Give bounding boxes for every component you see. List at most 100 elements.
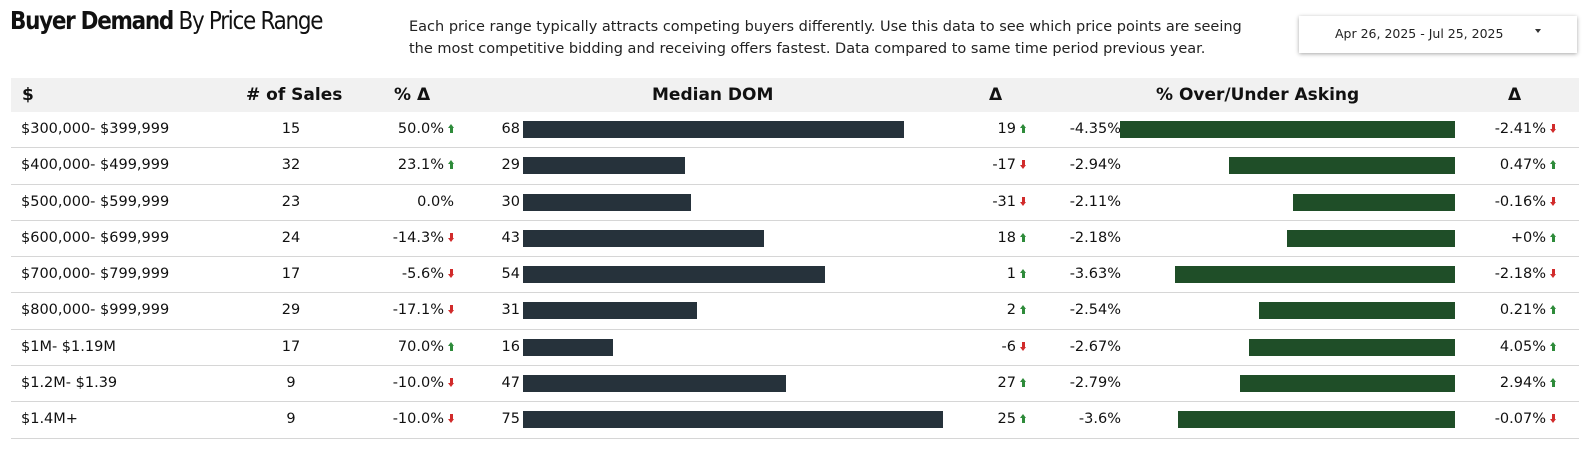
over-delta-cell: 0.21%	[1471, 302, 1556, 318]
header-sales: # of Sales	[246, 85, 343, 105]
over-under-value-text: -2.94%	[1069, 157, 1121, 174]
over-under-value-text: -3.6%	[1078, 411, 1121, 428]
dom-delta-cell: 2	[971, 302, 1026, 318]
dom-delta-cell-text: 25	[997, 411, 1016, 428]
pct-change-cell-text: 23.1%	[397, 157, 444, 174]
over-under-bar	[1259, 302, 1455, 320]
over-delta-cell-text: -0.07%	[1494, 411, 1546, 428]
price-range-cell-text: $1.2M- $1.39	[21, 375, 118, 392]
pct-change-cell: -10.0%	[366, 375, 454, 391]
over-delta-cell: -0.07%	[1471, 411, 1556, 427]
median-dom-value: 75	[470, 411, 520, 427]
price-range-cell: $1M- $1.19M	[21, 339, 116, 355]
arrow-down-icon	[1550, 196, 1556, 207]
arrow-up-icon	[1550, 160, 1556, 170]
dom-delta-cell: -17	[971, 157, 1026, 173]
over-under-bar	[1292, 193, 1455, 211]
price-range-cell-text: $400,000- $499,999	[21, 157, 170, 174]
arrow-up-icon	[1020, 305, 1026, 315]
sales-count-cell: 15	[241, 121, 341, 137]
median-dom-value-text: 68	[501, 121, 520, 137]
arrow-up-icon	[1020, 269, 1026, 279]
median-dom-value: 30	[470, 194, 520, 210]
price-range-cell-text: $600,000- $699,999	[21, 229, 170, 246]
median-dom-value-text: 29	[501, 157, 520, 174]
over-under-value: -3.63%	[1041, 266, 1121, 282]
sales-count-cell: 17	[241, 266, 341, 282]
pct-change-cell: -5.6%	[366, 266, 454, 282]
median-dom-bar	[523, 121, 904, 138]
median-dom-value: 47	[470, 375, 520, 391]
dom-delta-cell: 27	[971, 375, 1026, 391]
sales-count-cell-text: 23	[281, 193, 301, 210]
price-range-cell-text: $700,000- $799,999	[21, 266, 170, 283]
arrow-down-icon	[448, 305, 454, 315]
table-row: $600,000- $699,999 24 -14.3% 43 18 -2.18% +0%	[11, 221, 1579, 258]
arrow-down-icon	[1550, 124, 1556, 134]
date-range-picker[interactable]: Apr 26, 2025 - Jul 25, 2025	[1299, 16, 1577, 53]
pct-change-cell: -10.0%	[366, 411, 454, 427]
pct-change-cell: 50.0%	[366, 121, 454, 137]
pct-change-cell-text: -10.0%	[392, 375, 444, 392]
dom-delta-cell: 18	[971, 230, 1026, 246]
pct-change-cell-text: 70.0%	[397, 338, 444, 355]
over-delta-cell: 4.05%	[1471, 339, 1556, 355]
table-row: $1M- $1.19M 17 70.0% 16 -6 -2.67% 4.05%	[11, 330, 1579, 367]
over-under-value-text: -2.11%	[1069, 193, 1121, 210]
table-row: $1.4M+ 9 -10.0% 75 25 -3.6% -0.07%	[11, 402, 1579, 439]
pct-change-cell: -14.3%	[366, 230, 454, 246]
arrow-up-icon	[448, 124, 454, 134]
table-body: $300,000- $399,999 15 50.0% 68 19 -4.35% -2.41…	[11, 112, 1579, 439]
price-range-table: $ # of Sales % Δ Median DOM Δ % Over/Und…	[11, 78, 1579, 439]
median-dom-value-text: 30	[501, 193, 520, 210]
over-delta-cell-text: 4.05%	[1499, 338, 1546, 355]
sales-count-cell-text: 32	[281, 157, 301, 174]
arrow-up-icon	[1020, 414, 1026, 424]
over-under-value: -2.67%	[1041, 339, 1121, 355]
over-under-value-text: -3.63%	[1069, 266, 1121, 283]
price-range-cell-text: $800,000- $999,999	[21, 302, 170, 319]
over-delta-cell-text: 2.94%	[1499, 375, 1546, 392]
caret-down-icon	[1535, 29, 1541, 33]
arrow-down-icon	[1550, 269, 1556, 279]
over-delta-cell: -2.18%	[1471, 266, 1556, 282]
arrow-down-icon	[448, 378, 454, 388]
sales-count-cell-text: 17	[281, 266, 301, 283]
median-dom-bar	[523, 193, 691, 211]
median-dom-value-text: 75	[501, 411, 520, 428]
over-delta-cell: 0.47%	[1471, 157, 1556, 173]
over-delta-cell: +0%	[1471, 230, 1556, 246]
over-delta-cell-text: 0.47%	[1499, 157, 1546, 174]
over-delta-cell: -2.41%	[1471, 121, 1556, 137]
median-dom-value-text: 47	[501, 375, 520, 392]
median-dom-value: 54	[470, 266, 520, 282]
over-under-value-text: -2.79%	[1069, 375, 1121, 392]
dom-delta-cell-text: -6	[1001, 338, 1016, 355]
header-dom-delta: Δ	[989, 85, 1003, 105]
dom-delta-cell: 25	[971, 411, 1026, 427]
median-dom-value-text: 43	[501, 229, 520, 246]
table-row: $400,000- $499,999 32 23.1% 29 -17 -2.94% 0.47…	[11, 148, 1579, 185]
arrow-up-icon	[448, 341, 454, 352]
arrow-down-icon	[448, 269, 454, 279]
over-under-bar	[1175, 266, 1455, 284]
over-delta-cell-text: -0.16%	[1494, 193, 1546, 210]
over-under-value: -2.94%	[1041, 157, 1121, 173]
over-under-bar	[1240, 375, 1455, 393]
dom-delta-cell-text: 27	[997, 375, 1016, 392]
over-under-bar	[1287, 229, 1455, 247]
table-row: $300,000- $399,999 15 50.0% 68 19 -4.35% -2.41…	[11, 112, 1579, 149]
arrow-down-icon	[448, 232, 454, 243]
pct-change-cell: 70.0%	[366, 339, 454, 355]
sales-count-cell: 24	[241, 230, 341, 246]
over-delta-cell: -0.16%	[1471, 194, 1556, 210]
sales-count-cell: 9	[241, 375, 341, 391]
over-under-value: -2.18%	[1041, 230, 1121, 246]
over-under-value-text: -2.67%	[1069, 338, 1121, 355]
over-under-value: -2.79%	[1041, 375, 1121, 391]
arrow-down-icon	[448, 414, 454, 424]
dom-delta-cell: -6	[971, 339, 1026, 355]
median-dom-value: 31	[470, 302, 520, 318]
over-under-value-text: -2.54%	[1069, 302, 1121, 319]
dom-delta-cell-text: 18	[997, 229, 1016, 246]
